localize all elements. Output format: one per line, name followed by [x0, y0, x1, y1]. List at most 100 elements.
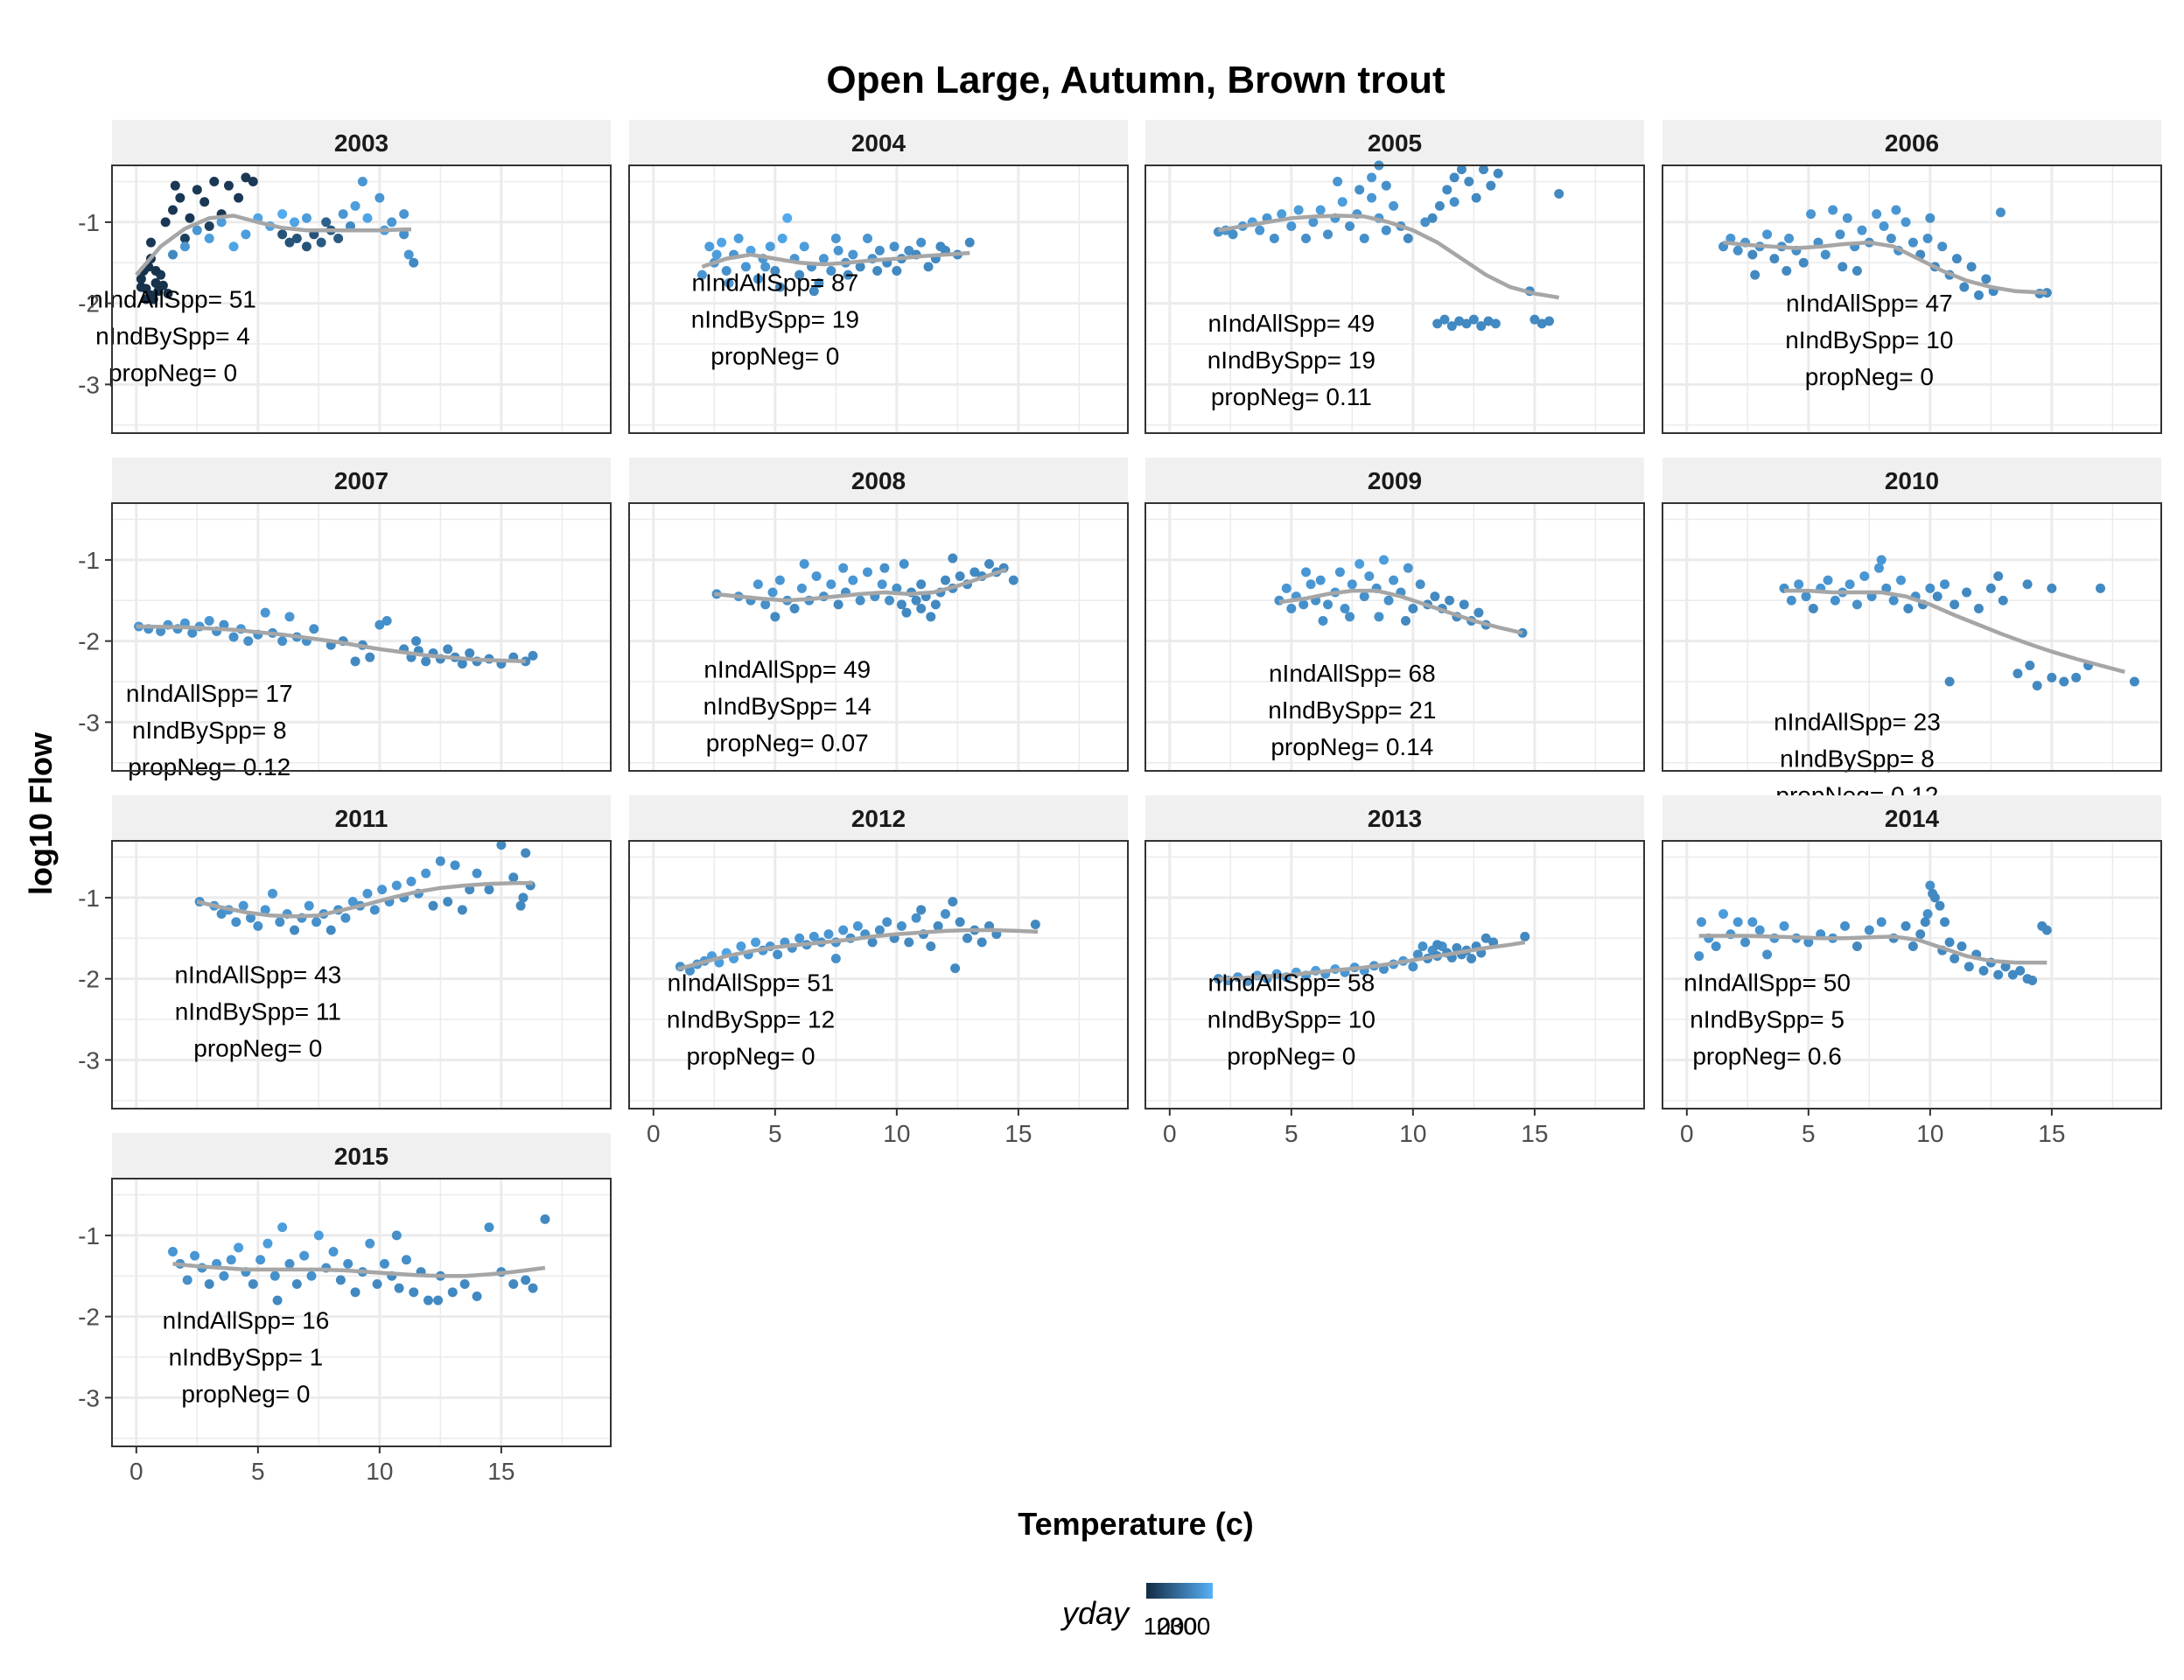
panel-border	[1662, 840, 2162, 1110]
panel-background	[1662, 165, 2161, 433]
legend-colorbar	[1146, 1583, 1213, 1599]
panel-border	[111, 502, 612, 772]
data-point	[1903, 604, 1914, 614]
data-point	[357, 177, 368, 187]
data-point	[1269, 233, 1279, 243]
data-point	[1915, 929, 1926, 940]
data-point	[1973, 604, 1984, 614]
data-point	[892, 583, 902, 593]
data-point	[234, 192, 244, 203]
data-point	[301, 242, 312, 252]
data-point	[1908, 942, 1918, 952]
panel-border	[1662, 164, 2162, 434]
data-point	[340, 913, 351, 923]
data-point	[872, 266, 883, 276]
data-point	[1471, 192, 1481, 203]
x-axis-title: Temperature (c)	[1018, 1506, 1253, 1542]
data-point	[1786, 595, 1796, 606]
facet-panel-2004: 2004 nIndAllSpp= 87 nIndBySpp= 19 propNeg= …	[628, 120, 1129, 434]
data-point	[465, 648, 475, 659]
annotation-text: nIndBySpp= 12	[667, 1006, 835, 1033]
data-point	[260, 607, 270, 618]
facet-strip	[1662, 458, 2161, 503]
facet-strip	[629, 458, 1128, 503]
x-tick-label: 10	[1916, 1120, 1943, 1147]
data-point	[896, 920, 906, 931]
data-point	[223, 180, 234, 191]
data-point	[387, 217, 397, 228]
data-point	[399, 209, 410, 220]
data-point	[515, 900, 526, 911]
annotation-text: propNeg= 0	[1227, 1043, 1355, 1070]
x-tick-label: 5	[1284, 1120, 1298, 1147]
data-point	[291, 1279, 302, 1290]
annotation-text: propNeg= 0.07	[706, 729, 869, 756]
facet-panels: 2003 nIndAllSpp= 51 nIndBySpp= 4 propNeg= 0…	[78, 120, 2162, 1485]
data-point	[1932, 592, 1942, 602]
data-point	[179, 233, 190, 243]
data-point	[204, 1279, 214, 1290]
data-point	[290, 925, 300, 935]
data-point	[1840, 920, 1851, 931]
data-point	[2015, 965, 2026, 976]
data-point	[1286, 221, 1297, 232]
data-point	[1468, 314, 1479, 325]
data-point	[1940, 917, 1950, 928]
data-point	[892, 266, 902, 276]
data-point	[904, 937, 914, 948]
data-point	[270, 1270, 280, 1281]
data-point	[1298, 599, 1309, 610]
y-tick-label: -3	[78, 371, 100, 398]
smooth-line	[1218, 940, 1526, 981]
data-point	[818, 254, 829, 264]
annotation-text: propNeg= 0	[1805, 363, 1934, 390]
data-point	[1306, 579, 1316, 590]
annotation-text: nIndAllSpp= 17	[126, 680, 293, 707]
facet-strip-label: 2007	[334, 467, 388, 494]
data-point	[1981, 274, 1992, 284]
data-point	[284, 1258, 295, 1269]
data-point	[528, 650, 538, 661]
legend-label: 300	[1170, 1613, 1211, 1640]
data-point	[374, 192, 385, 203]
annotation-text: nIndAllSpp= 23	[1774, 709, 1941, 736]
data-point	[1364, 570, 1375, 581]
data-point	[1383, 595, 1394, 606]
data-point	[777, 233, 788, 243]
facet-strip-label: 2004	[851, 130, 906, 157]
data-point	[160, 217, 171, 228]
data-point	[435, 856, 445, 866]
data-point	[1412, 949, 1423, 960]
annotation-text: propNeg= 0	[193, 1034, 322, 1061]
data-point	[226, 1255, 236, 1265]
data-point	[1964, 962, 1974, 972]
data-point	[268, 888, 278, 899]
data-point	[794, 270, 805, 280]
data-point	[1803, 937, 1814, 948]
data-point	[752, 274, 763, 284]
data-point	[1959, 282, 1970, 292]
data-point	[262, 1238, 273, 1249]
data-point	[362, 888, 373, 899]
data-point	[335, 1275, 346, 1285]
x-tick-label: 10	[1399, 1120, 1426, 1147]
data-point	[1308, 217, 1319, 228]
data-point	[950, 963, 961, 974]
data-point	[1995, 207, 2006, 218]
data-point	[241, 172, 251, 183]
data-point	[350, 1287, 360, 1298]
data-point	[1445, 595, 1455, 606]
data-point	[1461, 318, 1472, 329]
facet-strip	[629, 795, 1128, 841]
data-point	[962, 933, 972, 943]
data-point	[190, 1250, 200, 1261]
data-point	[1449, 197, 1460, 207]
data-point	[1925, 880, 1936, 891]
data-point	[459, 1279, 470, 1290]
data-point	[774, 575, 785, 585]
data-point	[879, 563, 890, 573]
data-point	[940, 575, 950, 585]
data-point	[234, 1242, 244, 1253]
smooth-line	[1218, 214, 1560, 300]
annotation-text: nIndBySpp= 8	[132, 717, 287, 744]
